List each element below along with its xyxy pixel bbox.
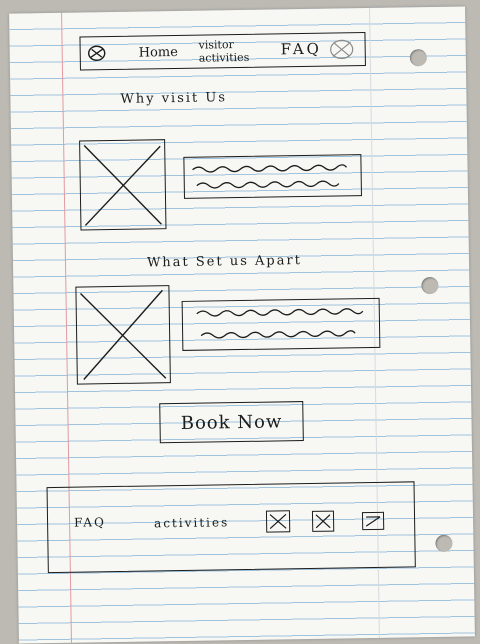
- punch-hole: [421, 277, 438, 294]
- text-block-placeholder: [182, 298, 381, 351]
- nav-faq-link[interactable]: FAQ: [281, 43, 322, 57]
- social-icon[interactable]: [362, 512, 384, 530]
- image-placeholder: [75, 285, 171, 384]
- text-block-placeholder: [183, 154, 362, 199]
- nav-bar: Home visitor activities FAQ: [79, 32, 365, 70]
- nav-activities-link[interactable]: activities: [199, 51, 250, 65]
- punch-hole: [410, 49, 427, 66]
- image-placeholder: [79, 139, 166, 230]
- book-now-button[interactable]: Book Now: [159, 401, 304, 443]
- wireframe-sheet: Home visitor activities FAQ Why visit Us: [9, 6, 475, 643]
- footer-faq-link[interactable]: FAQ: [74, 515, 106, 529]
- section-title-what-sets-apart: What Set us Apart: [147, 253, 302, 270]
- social-icon[interactable]: [266, 510, 290, 532]
- footer: FAQ activities: [47, 481, 416, 573]
- nav-extra-icon[interactable]: [329, 38, 355, 60]
- nav-visitor-link[interactable]: visitor: [198, 38, 233, 52]
- logo-icon[interactable]: [87, 44, 107, 62]
- punch-hole: [435, 535, 452, 552]
- footer-activities-link[interactable]: activities: [154, 515, 229, 530]
- section-title-why-visit: Why visit Us: [120, 90, 227, 107]
- social-icon[interactable]: [312, 511, 334, 532]
- nav-home-link[interactable]: Home: [139, 46, 178, 60]
